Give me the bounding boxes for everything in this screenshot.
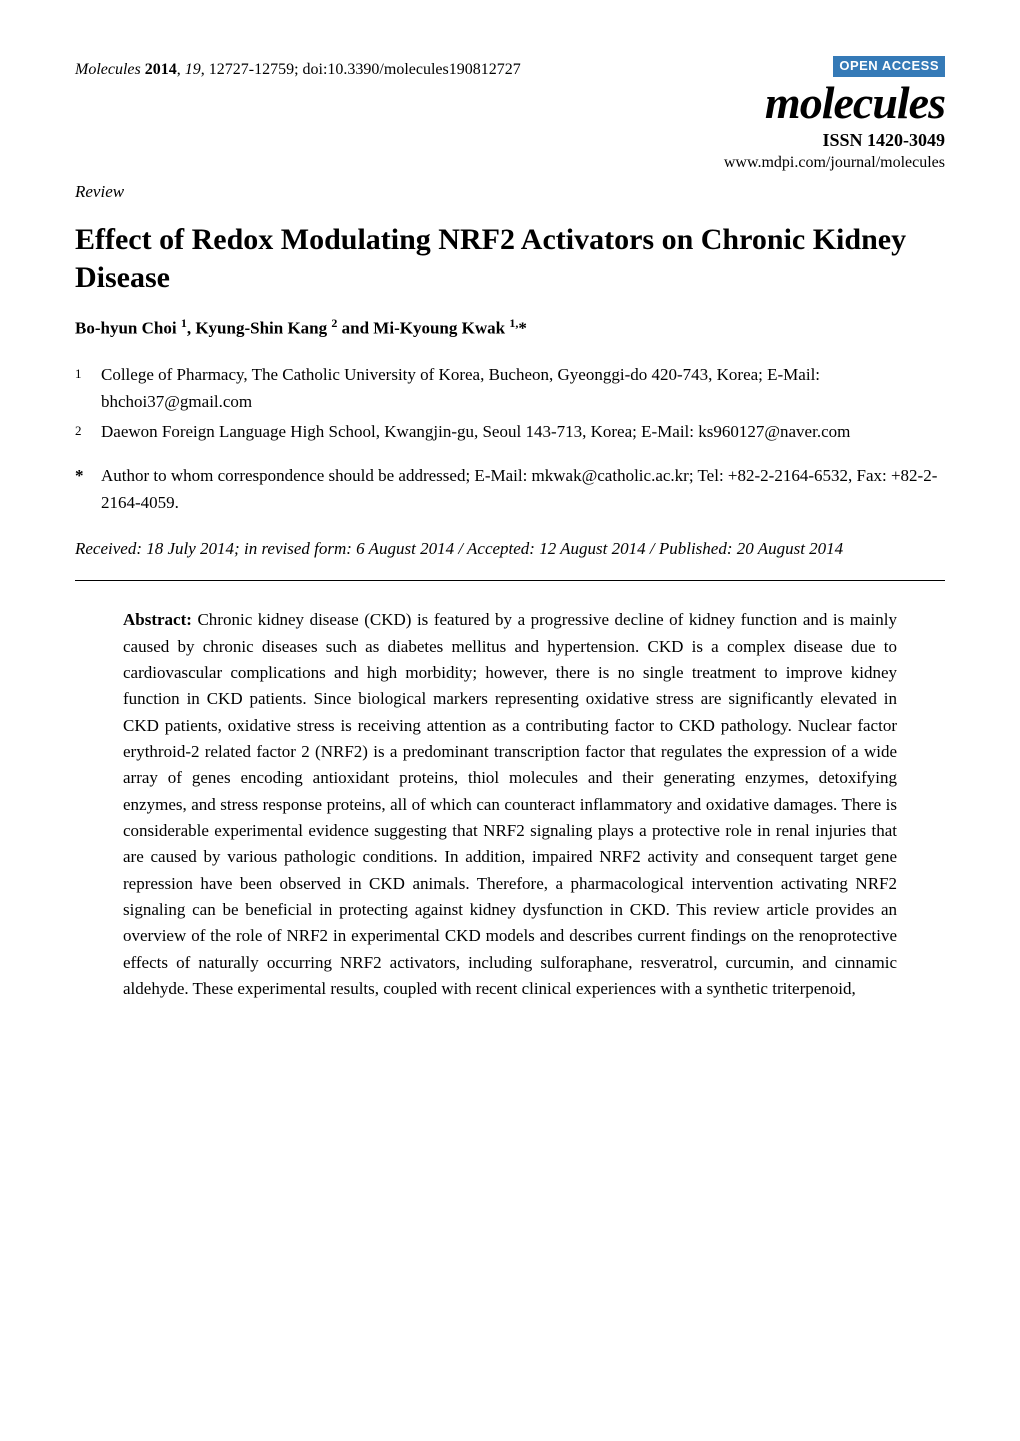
- citation-doi: doi:10.3390/molecules190812727: [303, 61, 521, 78]
- journal-logo: molecules: [724, 79, 945, 127]
- affiliations: 1College of Pharmacy, The Catholic Unive…: [75, 362, 945, 445]
- article-type: Review: [75, 181, 945, 203]
- abstract: Abstract: Chronic kidney disease (CKD) i…: [123, 607, 897, 1002]
- journal-url: www.mdpi.com/journal/molecules: [724, 153, 945, 174]
- affiliation-text: College of Pharmacy, The Catholic Univer…: [101, 362, 945, 415]
- issn: ISSN 1420-3049: [724, 129, 945, 152]
- article-dates: Received: 18 July 2014; in revised form:…: [75, 536, 945, 562]
- affiliation: 1College of Pharmacy, The Catholic Unive…: [75, 362, 945, 415]
- affiliation-number: 1: [75, 362, 101, 415]
- correspondence-mark: *: [75, 463, 101, 516]
- authors: Bo-hyun Choi 1, Kyung-Shin Kang 2 and Mi…: [75, 316, 945, 340]
- divider: [75, 580, 945, 581]
- citation-journal: Molecules: [75, 61, 141, 78]
- header: Molecules 2014, 19, 12727-12759; doi:10.…: [75, 60, 945, 173]
- affiliation: 2Daewon Foreign Language High School, Kw…: [75, 419, 945, 445]
- affiliation-text: Daewon Foreign Language High School, Kwa…: [101, 419, 945, 445]
- open-access-badge: OPEN ACCESS: [833, 56, 945, 77]
- citation-pages: 12727-12759: [209, 61, 294, 78]
- journal-branding: OPEN ACCESS molecules ISSN 1420-3049 www…: [724, 56, 945, 173]
- citation: Molecules 2014, 19, 12727-12759; doi:10.…: [75, 60, 521, 81]
- abstract-text: Chronic kidney disease (CKD) is featured…: [123, 610, 897, 998]
- correspondence: * Author to whom correspondence should b…: [75, 463, 945, 516]
- citation-year: 2014: [145, 61, 177, 78]
- citation-volume: 19: [185, 61, 201, 78]
- affiliation-number: 2: [75, 419, 101, 445]
- article-title: Effect of Redox Modulating NRF2 Activato…: [75, 221, 945, 296]
- abstract-label: Abstract:: [123, 610, 192, 629]
- correspondence-text: Author to whom correspondence should be …: [101, 463, 945, 516]
